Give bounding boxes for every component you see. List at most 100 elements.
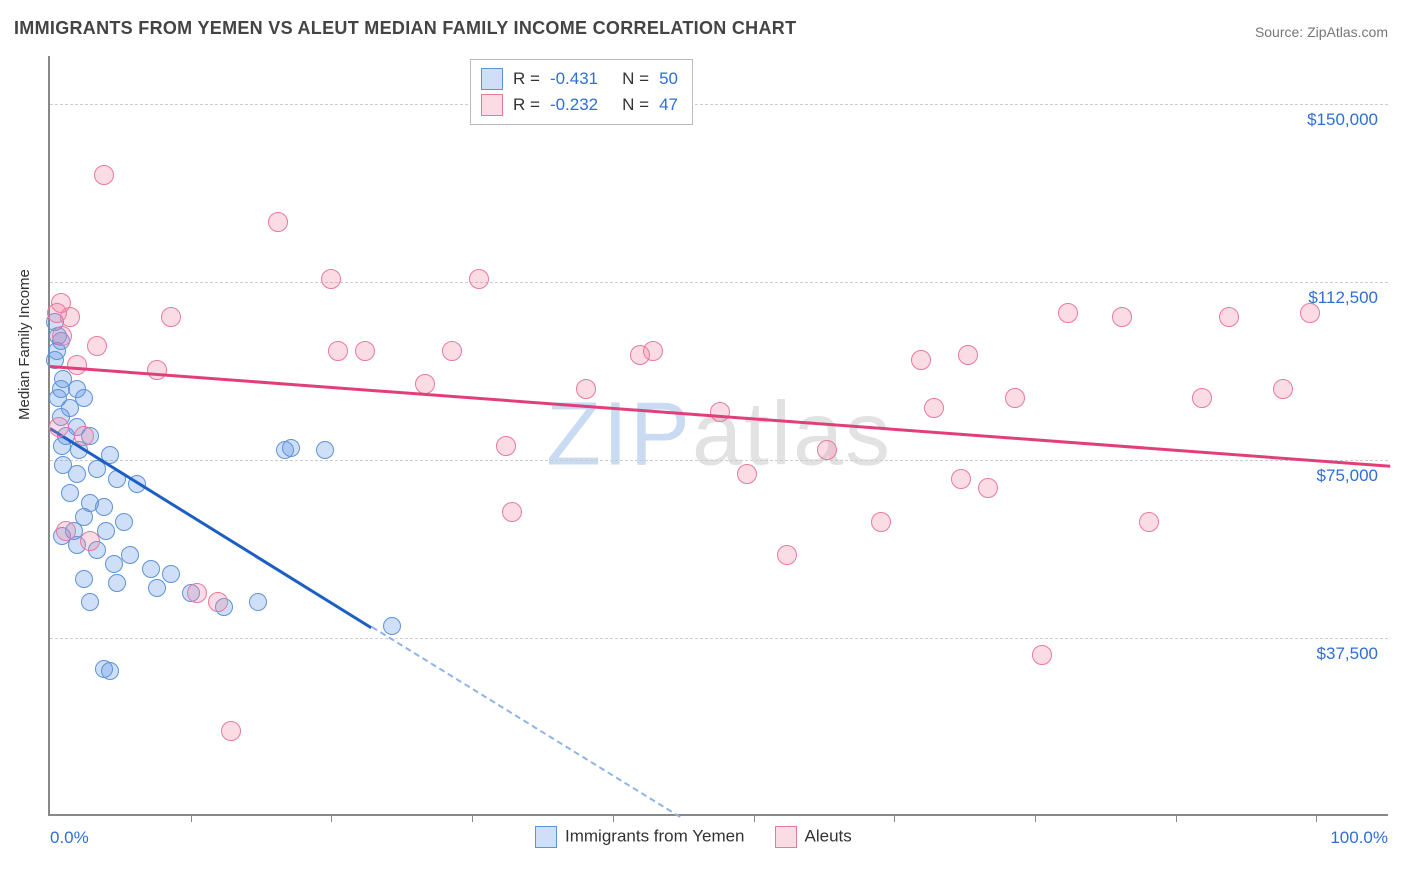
x-tick bbox=[894, 814, 895, 822]
data-point bbox=[74, 426, 94, 446]
legend-series-label: Aleuts bbox=[805, 826, 852, 845]
watermark-rest: atlas bbox=[692, 385, 892, 485]
data-point bbox=[469, 269, 489, 289]
y-tick-label: $75,000 bbox=[1317, 466, 1378, 486]
watermark-zip: ZIP bbox=[546, 385, 692, 485]
data-point bbox=[1139, 512, 1159, 532]
data-point bbox=[924, 398, 944, 418]
data-point bbox=[95, 498, 113, 516]
legend-stats-row: R = -0.232N = 47 bbox=[481, 92, 678, 118]
data-point bbox=[1192, 388, 1212, 408]
y-axis-label: Median Family Income bbox=[16, 269, 33, 420]
data-point bbox=[142, 560, 160, 578]
data-point bbox=[777, 545, 797, 565]
legend-stats-row: R = -0.431 N = 50 bbox=[481, 66, 678, 92]
data-point bbox=[355, 341, 375, 361]
legend-series: Immigrants from Yemen Aleuts bbox=[535, 826, 852, 848]
data-point bbox=[268, 212, 288, 232]
data-point bbox=[61, 484, 79, 502]
x-tick bbox=[1316, 814, 1317, 822]
x-tick bbox=[754, 814, 755, 822]
data-point bbox=[1273, 379, 1293, 399]
data-point bbox=[1032, 645, 1052, 665]
source-label: Source: ZipAtlas.com bbox=[1255, 24, 1388, 40]
legend-n-value: 47 bbox=[659, 95, 678, 115]
x-axis-label-left: 0.0% bbox=[50, 828, 89, 848]
data-point bbox=[221, 721, 241, 741]
data-point bbox=[328, 341, 348, 361]
data-point bbox=[958, 345, 978, 365]
trend-line bbox=[50, 365, 1390, 468]
legend-n-value: 50 bbox=[659, 69, 678, 89]
data-point bbox=[49, 417, 69, 437]
data-point bbox=[108, 574, 126, 592]
data-point bbox=[187, 583, 207, 603]
data-point bbox=[161, 307, 181, 327]
y-tick-label: $112,500 bbox=[1308, 288, 1378, 308]
legend-r-value: -0.431 bbox=[550, 69, 598, 89]
data-point bbox=[1219, 307, 1239, 327]
data-point bbox=[148, 579, 166, 597]
gridline bbox=[50, 460, 1388, 461]
gridline bbox=[50, 104, 1388, 105]
data-point bbox=[105, 555, 123, 573]
gridline bbox=[50, 282, 1388, 283]
data-point bbox=[737, 464, 757, 484]
y-tick-label: $150,000 bbox=[1307, 110, 1378, 130]
data-point bbox=[911, 350, 931, 370]
data-point bbox=[101, 662, 119, 680]
data-point bbox=[56, 521, 76, 541]
data-point bbox=[1112, 307, 1132, 327]
data-point bbox=[496, 436, 516, 456]
data-point bbox=[80, 531, 100, 551]
data-point bbox=[1300, 303, 1320, 323]
plot-area: ZIPatlas $37,500$75,000$112,500$150,0000… bbox=[48, 56, 1388, 816]
legend-series-item: Aleuts bbox=[775, 826, 852, 848]
x-tick bbox=[472, 814, 473, 822]
legend-n-label: N = bbox=[622, 95, 649, 115]
legend-swatch bbox=[481, 68, 503, 90]
legend-swatch bbox=[481, 94, 503, 116]
data-point bbox=[115, 513, 133, 531]
x-tick bbox=[191, 814, 192, 822]
data-point bbox=[1005, 388, 1025, 408]
legend-swatch bbox=[535, 826, 557, 848]
data-point bbox=[316, 441, 334, 459]
data-point bbox=[68, 465, 86, 483]
data-point bbox=[630, 345, 650, 365]
data-point bbox=[97, 522, 115, 540]
legend-r-value: -0.232 bbox=[550, 95, 598, 115]
data-point bbox=[871, 512, 891, 532]
data-point bbox=[442, 341, 462, 361]
data-point bbox=[978, 478, 998, 498]
data-point bbox=[817, 440, 837, 460]
data-point bbox=[67, 355, 87, 375]
trend-line-extrapolated bbox=[371, 626, 680, 818]
data-point bbox=[951, 469, 971, 489]
x-tick bbox=[331, 814, 332, 822]
legend-n-label: N = bbox=[622, 69, 649, 89]
legend-swatch bbox=[775, 826, 797, 848]
data-point bbox=[1058, 303, 1078, 323]
data-point bbox=[162, 565, 180, 583]
data-point bbox=[87, 336, 107, 356]
legend-series-label: Immigrants from Yemen bbox=[565, 826, 745, 845]
data-point bbox=[75, 570, 93, 588]
y-tick-label: $37,500 bbox=[1317, 644, 1378, 664]
watermark: ZIPatlas bbox=[546, 384, 892, 487]
data-point bbox=[121, 546, 139, 564]
data-point bbox=[415, 374, 435, 394]
data-point bbox=[94, 165, 114, 185]
chart-title: IMMIGRANTS FROM YEMEN VS ALEUT MEDIAN FA… bbox=[14, 18, 796, 39]
data-point bbox=[710, 402, 730, 422]
data-point bbox=[52, 326, 72, 346]
data-point bbox=[282, 439, 300, 457]
legend-r-label: R = bbox=[513, 69, 540, 89]
data-point bbox=[383, 617, 401, 635]
gridline bbox=[50, 638, 1388, 639]
data-point bbox=[208, 592, 228, 612]
data-point bbox=[60, 307, 80, 327]
data-point bbox=[321, 269, 341, 289]
data-point bbox=[249, 593, 267, 611]
x-tick bbox=[1035, 814, 1036, 822]
